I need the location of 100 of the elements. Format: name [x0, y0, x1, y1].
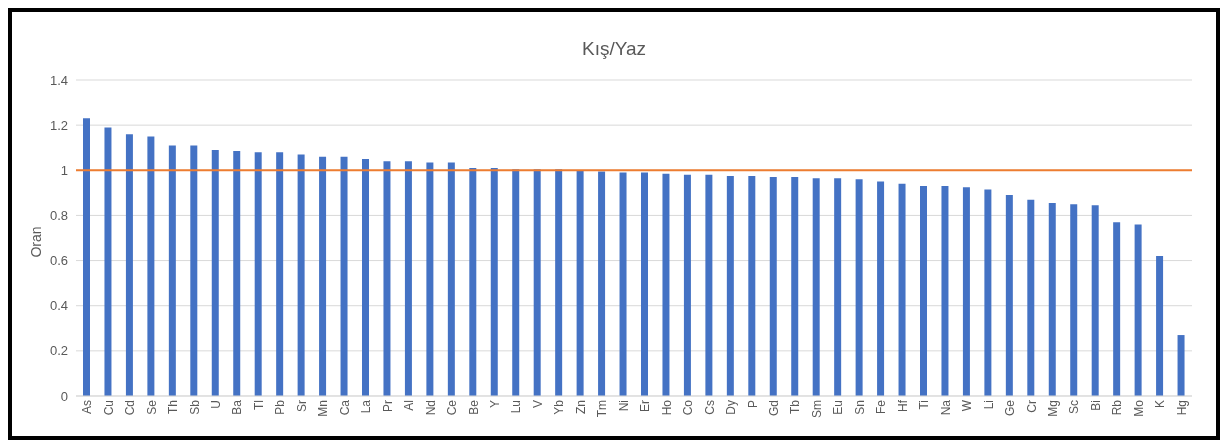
x-tick-label: Se: [144, 399, 159, 415]
x-tick-label: Gd: [767, 400, 782, 417]
x-tick-label: Ti: [917, 400, 932, 410]
x-tick-label: U: [209, 400, 224, 409]
bar: [769, 177, 777, 396]
x-tick-label: Tb: [788, 399, 803, 415]
bar: [962, 187, 970, 396]
bar: [1134, 224, 1142, 396]
x-tick-label: Yb: [552, 399, 567, 415]
bar: [254, 152, 262, 396]
x-tick-label: P: [745, 400, 760, 409]
x-tick-label: Mo: [1131, 399, 1146, 417]
bar: [641, 172, 648, 396]
chart-title: Kış/Yaz: [580, 38, 648, 60]
x-tick-label: Sc: [1067, 400, 1082, 415]
x-tick-label: Ba: [230, 399, 245, 415]
bar: [362, 159, 369, 396]
x-tick-label: Co: [681, 399, 696, 416]
x-tick-label: Th: [166, 400, 181, 415]
x-tick-label: Mg: [1046, 400, 1061, 417]
bar: [447, 162, 455, 396]
x-tick-label: Zn: [573, 400, 588, 415]
bar: [941, 186, 949, 396]
x-tick-label: Sn: [852, 400, 867, 415]
y-tick-label: 1.4: [49, 72, 68, 88]
x-tick-label: Ge: [1003, 399, 1018, 417]
y-tick-label: 0.4: [49, 298, 68, 314]
bar: [812, 178, 820, 396]
x-tick-label: Eu: [831, 400, 846, 415]
bar: [1177, 335, 1185, 396]
x-tick-label: Hg: [1174, 400, 1189, 416]
x-tick-label: Tm: [595, 400, 610, 418]
bar: [512, 169, 520, 396]
bar: [125, 134, 133, 396]
x-tick-label: As: [80, 400, 95, 415]
bar: [1070, 204, 1078, 396]
x-tick-label: Ce: [445, 399, 460, 416]
x-tick-label: Cd: [123, 400, 138, 416]
bar: [297, 154, 305, 396]
bar: [469, 168, 477, 396]
bar: [662, 173, 670, 396]
bar: [168, 145, 176, 396]
bar: [834, 178, 842, 396]
bar: [319, 156, 327, 396]
bar: [555, 169, 563, 396]
bar: [104, 127, 112, 396]
bar: [490, 168, 498, 396]
x-tick-label: V: [530, 400, 545, 409]
bar: [1027, 199, 1035, 396]
x-tick-label: Cr: [1024, 400, 1039, 413]
bar: [748, 175, 756, 396]
x-tick-label: Ho: [659, 399, 674, 416]
x-tick-label: Er: [638, 400, 653, 412]
x-tick-label: Tl: [251, 400, 266, 410]
y-tick-label: 0.8: [49, 208, 68, 224]
x-tick-label: Cu: [101, 400, 116, 416]
y-tick-label: 1: [60, 162, 68, 178]
bar: [683, 174, 691, 396]
bar: [726, 175, 734, 396]
bar: [855, 179, 863, 396]
bar: [276, 152, 284, 396]
bar: [147, 136, 155, 396]
x-tick-label: K: [1153, 400, 1168, 409]
bar: [1048, 203, 1056, 396]
x-tick-label: Sr: [294, 400, 309, 412]
bar: [920, 186, 927, 396]
bar: [383, 161, 391, 396]
x-tick-label: Na: [938, 399, 953, 416]
bar: [984, 189, 992, 396]
bar: [576, 170, 584, 396]
bar: [791, 177, 799, 396]
bar: [598, 171, 606, 396]
bar: [898, 183, 906, 396]
y-tick-label: 1.2: [49, 117, 68, 133]
x-tick-label: Ca: [337, 399, 352, 416]
x-tick-label: Hf: [895, 399, 910, 412]
x-tick-label: Nd: [423, 400, 438, 416]
bar: [190, 145, 198, 396]
x-tick-label: Ni: [616, 400, 631, 412]
y-tick-label: 0.6: [49, 253, 68, 269]
x-tick-label: Rb: [1110, 399, 1125, 416]
y-tick-label: 0: [60, 388, 68, 404]
x-tick-label: Al: [402, 400, 417, 411]
x-tick-label: Y: [488, 400, 503, 409]
x-tick-label: Fe: [874, 399, 889, 415]
x-tick-label: Be: [466, 399, 481, 415]
bar: [1113, 222, 1121, 396]
bar: [1005, 195, 1013, 396]
bar: [340, 156, 348, 396]
x-tick-label: Mn: [316, 400, 331, 417]
bar: [1091, 205, 1099, 396]
x-tick-label: Sb: [187, 399, 202, 415]
x-tick-label: Lu: [509, 400, 524, 414]
x-tick-label: Pr: [380, 400, 395, 412]
bar: [1156, 256, 1164, 396]
y-axis-title: Oran: [28, 226, 44, 258]
x-tick-label: W: [960, 399, 975, 412]
bar: [705, 174, 713, 396]
x-tick-label: Bi: [1088, 400, 1103, 411]
bar: [233, 151, 241, 396]
